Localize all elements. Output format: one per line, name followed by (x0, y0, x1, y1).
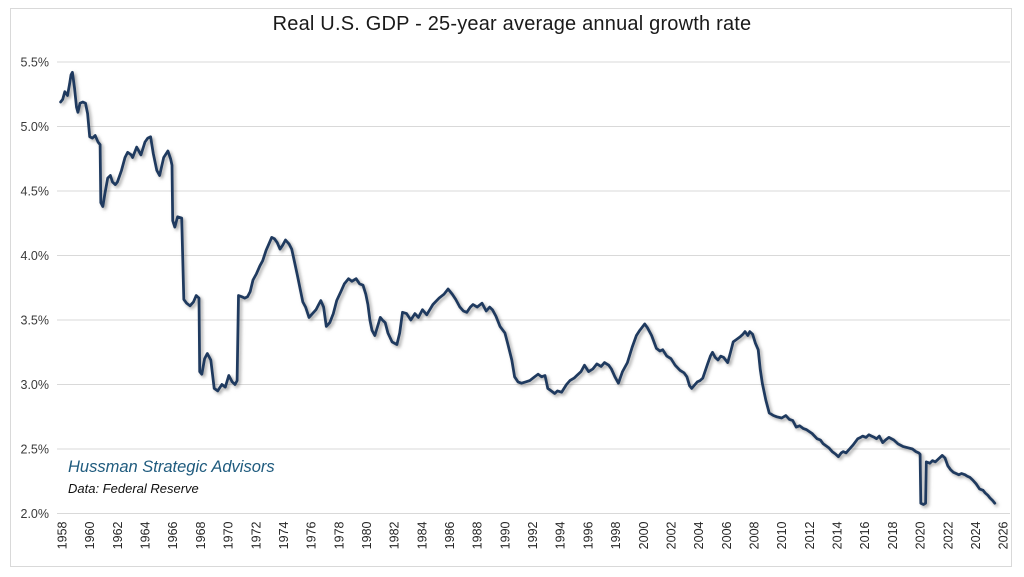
x-axis-tick-label: 2020 (914, 521, 928, 549)
x-axis-tick-label: 1972 (249, 521, 263, 549)
gdp-growth-line (59, 70, 997, 506)
x-axis-tick-label: 1970 (222, 521, 236, 549)
x-axis-tick-label: 2000 (637, 521, 651, 549)
x-axis-tick-label: 1960 (83, 521, 97, 549)
x-axis-tick-label: 1998 (609, 521, 623, 549)
y-axis-tick-label: 4.5% (21, 185, 50, 199)
y-axis-tick-label: 3.0% (21, 378, 50, 392)
y-axis-tick-label: 3.5% (21, 314, 50, 328)
x-axis-tick-label: 1988 (471, 521, 485, 549)
x-axis-tick-label: 1990 (498, 521, 512, 549)
x-axis-tick-label: 1974 (277, 521, 291, 549)
x-axis-tick-label: 2008 (748, 521, 762, 549)
data-source-annotation: Data: Federal Reserve (68, 481, 199, 496)
x-axis-tick-label: 2024 (969, 521, 983, 549)
x-axis-tick-label: 2014 (831, 521, 845, 549)
y-axis-tick-label: 2.0% (21, 507, 50, 521)
x-axis-tick-label: 1994 (554, 521, 568, 549)
x-axis-tick-label: 1980 (360, 521, 374, 549)
x-axis-tick-label: 1968 (194, 521, 208, 549)
x-axis-tick-label: 1982 (388, 521, 402, 549)
x-axis-tick-label: 2016 (858, 521, 872, 549)
x-axis-tick-label: 1964 (139, 521, 153, 549)
y-axis-tick-label: 2.5% (21, 443, 50, 457)
y-axis-tick-label: 4.0% (21, 249, 50, 263)
x-axis-tick-label: 2006 (720, 521, 734, 549)
x-axis-tick-label: 2022 (941, 521, 955, 549)
x-axis-tick-label: 1992 (526, 521, 540, 549)
x-axis-tick-label: 1966 (166, 521, 180, 549)
x-axis-tick-label: 1996 (581, 521, 595, 549)
x-axis-tick-label: 1986 (443, 521, 457, 549)
x-axis-tick-label: 2012 (803, 521, 817, 549)
x-axis-tick-label: 1976 (305, 521, 319, 549)
x-axis-tick-label: 1978 (332, 521, 346, 549)
x-axis-tick-label: 2004 (692, 521, 706, 549)
x-axis-tick-label: 1962 (111, 521, 125, 549)
y-axis-tick-label: 5.0% (21, 120, 50, 134)
x-axis-tick-label: 1984 (415, 521, 429, 549)
x-axis-tick-label: 2010 (775, 521, 789, 549)
x-axis-tick-label: 2002 (664, 521, 678, 549)
y-axis-tick-label: 5.5% (21, 56, 50, 70)
x-axis-tick-label: 1958 (56, 521, 70, 549)
source-annotation: Hussman Strategic Advisors (68, 458, 275, 476)
x-axis-tick-label: 2018 (886, 521, 900, 549)
chart-title: Real U.S. GDP - 25-year average annual g… (272, 13, 752, 35)
x-axis-tick-label: 2026 (997, 521, 1011, 549)
